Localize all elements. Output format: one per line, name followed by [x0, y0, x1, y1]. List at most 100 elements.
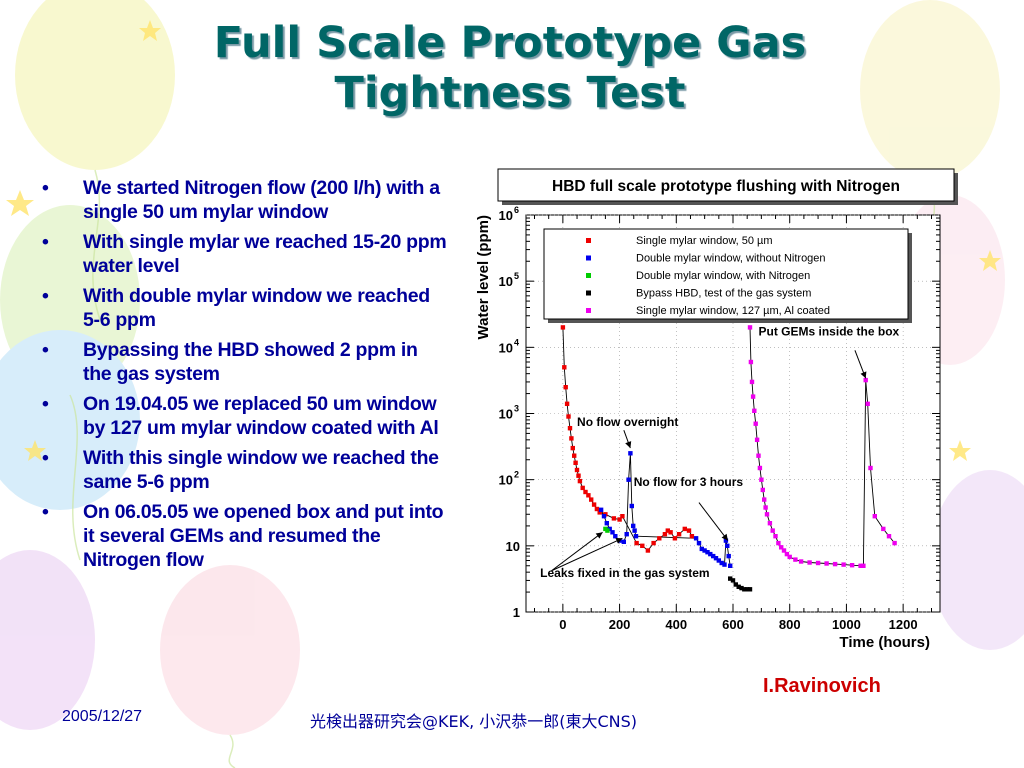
- bullet-item: • On 06.05.05 we opened box and put into …: [40, 500, 450, 572]
- data-point: [824, 561, 829, 566]
- title-line-1: Full Scale Prototype Gas: [213, 18, 807, 68]
- x-tick-label: 0: [559, 617, 566, 632]
- legend-entry: Single mylar window, 127 µm, Al coated: [636, 305, 830, 317]
- bullet-text: With double mylar window we reached 5-6 …: [83, 285, 430, 331]
- data-point: [702, 548, 707, 553]
- bullet-marker: •: [42, 447, 49, 469]
- data-point: [682, 526, 687, 532]
- data-point: [750, 394, 756, 399]
- data-point: [739, 585, 744, 591]
- data-point: [572, 453, 577, 458]
- x-axis-label: Time (hours): [839, 634, 930, 651]
- chart-annotation: Put GEMs inside the box: [759, 325, 900, 339]
- x-tick-label: 400: [665, 617, 687, 632]
- author-credit: I.Ravinovich: [763, 675, 881, 697]
- bullet-text: With single mylar we reached 15-20 ppm w…: [83, 231, 447, 277]
- data-point: [586, 493, 591, 498]
- data-point: [708, 551, 713, 557]
- bullet-marker: •: [42, 177, 49, 199]
- data-point: [589, 497, 594, 502]
- data-point: [577, 478, 583, 484]
- data-point: [753, 421, 758, 426]
- data-point: [632, 528, 637, 533]
- chart-title-box: [497, 168, 955, 202]
- data-point: [861, 563, 866, 568]
- data-point: [779, 545, 784, 550]
- legend-entry: Bypass HBD, test of the gas system: [636, 288, 811, 300]
- y-tick-exponent: 4: [514, 337, 519, 347]
- data-point: [762, 497, 767, 502]
- data-point: [749, 379, 755, 385]
- data-point: [645, 548, 651, 553]
- x-tick-label: 1000: [832, 617, 861, 632]
- data-point: [629, 503, 634, 509]
- data-point: [567, 426, 573, 431]
- bullet-marker: •: [42, 231, 49, 253]
- data-point: [716, 558, 721, 563]
- annotation-arrowhead: [615, 538, 623, 544]
- data-point: [723, 538, 729, 543]
- data-point: [711, 553, 716, 559]
- data-point: [573, 460, 578, 465]
- data-point: [759, 477, 764, 482]
- data-point: [747, 325, 753, 330]
- data-point: [628, 451, 633, 456]
- data-point: [624, 532, 629, 537]
- data-point: [773, 534, 778, 539]
- data-point: [560, 325, 566, 330]
- data-point: [754, 437, 760, 442]
- legend-entry: Double mylar window, without Nitrogen: [636, 253, 826, 265]
- bullet-item: • With single mylar we reached 15-20 ppm …: [40, 230, 450, 278]
- legend-marker: [586, 290, 591, 296]
- x-tick-label: 1200: [889, 617, 918, 632]
- data-point: [781, 548, 787, 553]
- chart-annotation: Leaks fixed in the gas system: [540, 566, 709, 580]
- annotation-arrowhead: [625, 441, 632, 449]
- data-point: [562, 365, 567, 370]
- y-tick-label: 10: [499, 208, 513, 223]
- bullet-marker: •: [42, 285, 49, 307]
- bullet-marker: •: [42, 339, 49, 361]
- data-point: [881, 526, 886, 532]
- legend-entry: Single mylar window, 50 µm: [636, 235, 773, 247]
- data-point: [868, 465, 873, 471]
- data-point: [764, 512, 770, 517]
- bullet-item: • We started Nitrogen flow (200 l/h) with…: [40, 176, 450, 224]
- legend-marker: [586, 273, 591, 278]
- data-point: [668, 530, 673, 535]
- bullet-text: We started Nitrogen flow (200 l/h) with …: [83, 177, 440, 223]
- data-point: [583, 489, 588, 495]
- data-point: [892, 540, 897, 546]
- data-point: [865, 401, 870, 406]
- data-point: [634, 540, 639, 546]
- chart-title: HBD full scale prototype flushing with N…: [552, 178, 900, 195]
- data-point: [563, 385, 568, 390]
- data-point: [651, 540, 656, 546]
- bullet-text: On 19.04.05 we replaced 50 um window by …: [83, 393, 439, 439]
- data-point: [631, 523, 636, 529]
- y-axis-label: Water level (ppm): [475, 215, 492, 339]
- data-point: [760, 487, 765, 493]
- legend-box: [543, 228, 909, 320]
- data-point: [620, 514, 625, 519]
- data-point: [763, 505, 768, 510]
- data-point: [752, 408, 757, 413]
- y-tick-label: 10: [506, 539, 520, 554]
- bullet-item: • With this single window we reached the …: [40, 446, 450, 494]
- data-point: [633, 534, 639, 539]
- data-point: [613, 534, 618, 539]
- data-point: [607, 526, 612, 532]
- data-point: [640, 543, 645, 548]
- data-point: [728, 563, 733, 568]
- data-point: [569, 436, 574, 441]
- y-tick-label: 10: [499, 473, 513, 488]
- data-point: [591, 502, 597, 507]
- data-point: [689, 534, 695, 539]
- data-point: [626, 477, 631, 482]
- data-point: [733, 582, 738, 587]
- data-point: [748, 359, 754, 365]
- data-point: [849, 563, 855, 568]
- data-point: [798, 559, 804, 564]
- data-point: [676, 532, 682, 537]
- data-point: [570, 445, 575, 451]
